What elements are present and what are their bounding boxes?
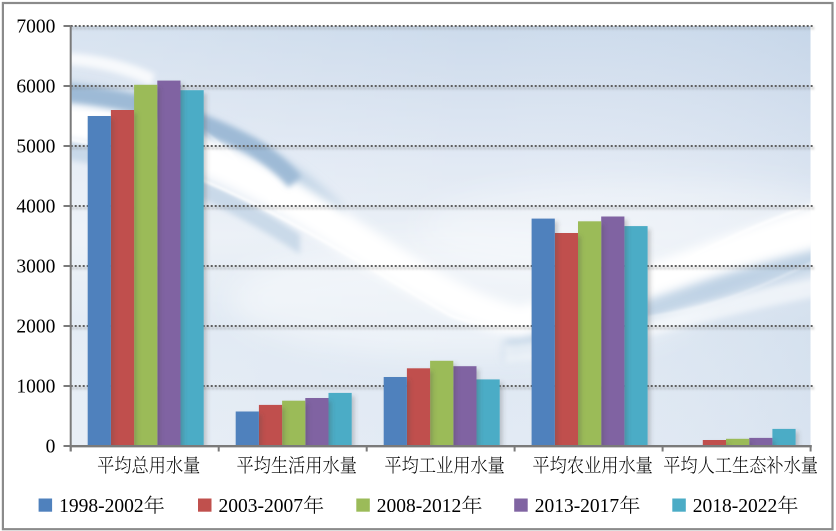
svg-text:2018-2022: 2018-2022 — [693, 496, 778, 517]
svg-text:4000: 4000 — [16, 196, 55, 217]
svg-text:1998-2002: 1998-2002 — [59, 496, 144, 517]
svg-text:7000: 7000 — [16, 16, 55, 37]
svg-text:6000: 6000 — [16, 76, 55, 97]
svg-text:3000: 3000 — [16, 256, 55, 277]
svg-text:2013-2017: 2013-2017 — [535, 496, 620, 517]
svg-text:2003-2007: 2003-2007 — [219, 496, 304, 517]
svg-text:2008-2012: 2008-2012 — [377, 496, 462, 517]
svg-text:1000: 1000 — [16, 376, 55, 397]
svg-text:2000: 2000 — [16, 316, 55, 337]
svg-text:0: 0 — [46, 436, 56, 457]
svg-text:5000: 5000 — [16, 136, 55, 157]
